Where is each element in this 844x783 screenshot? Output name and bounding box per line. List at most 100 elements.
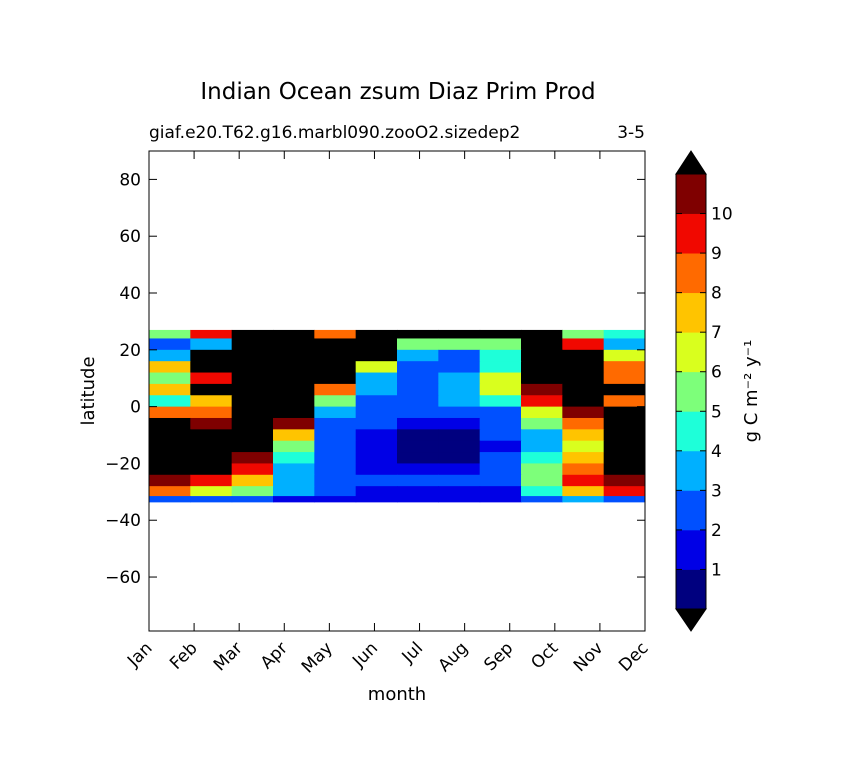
heatmap-cell bbox=[397, 406, 439, 419]
heatmap-cell bbox=[273, 496, 315, 503]
heatmap-cell bbox=[149, 349, 191, 362]
heatmap-cell bbox=[355, 349, 398, 362]
heatmap-cell bbox=[521, 361, 563, 374]
heatmap-cell bbox=[521, 474, 563, 487]
y-axis-label: latitude bbox=[78, 356, 99, 425]
heatmap-cell bbox=[355, 361, 398, 374]
heatmap-cell bbox=[438, 372, 481, 385]
heatmap-cell bbox=[355, 486, 398, 497]
heatmap-cell bbox=[562, 383, 605, 396]
heatmap-cell bbox=[149, 452, 191, 465]
colorbar-segment bbox=[676, 490, 706, 531]
heatmap-cell bbox=[562, 440, 605, 453]
y-tick-label: 80 bbox=[119, 170, 141, 190]
heatmap-cell bbox=[355, 417, 398, 430]
x-axis-label: month bbox=[368, 684, 426, 705]
heatmap-cell bbox=[603, 452, 645, 465]
heatmap-cell bbox=[355, 329, 398, 340]
heatmap-cell bbox=[603, 496, 645, 503]
heatmap-cell bbox=[397, 395, 439, 408]
heatmap-cell bbox=[231, 361, 274, 374]
heatmap-cell bbox=[521, 496, 563, 503]
heatmap-cell bbox=[149, 429, 191, 442]
heatmap-cell bbox=[355, 452, 398, 465]
heatmap-cell bbox=[603, 383, 645, 396]
colorbar-segment bbox=[676, 253, 706, 294]
heatmap-cell bbox=[562, 406, 605, 419]
heatmap-cell bbox=[273, 440, 315, 453]
colorbar-label: g C m⁻² y⁻¹ bbox=[741, 340, 762, 443]
heatmap-cells bbox=[149, 329, 645, 503]
heatmap-cell bbox=[273, 463, 315, 476]
x-tick-label: Feb bbox=[166, 638, 201, 673]
heatmap-cell bbox=[355, 463, 398, 476]
heatmap-cell bbox=[231, 338, 274, 351]
heatmap-cell bbox=[314, 486, 357, 497]
heatmap-cell bbox=[190, 486, 233, 497]
heatmap-cell bbox=[231, 474, 274, 487]
heatmap-cell bbox=[603, 349, 645, 362]
heatmap-cell bbox=[479, 417, 522, 430]
heatmap-cell bbox=[355, 406, 398, 419]
heatmap-cell bbox=[397, 486, 439, 497]
heatmap-cell bbox=[562, 486, 605, 497]
heatmap-cell bbox=[479, 496, 522, 503]
heatmap-cell bbox=[397, 349, 439, 362]
heatmap-cell bbox=[397, 463, 439, 476]
heatmap-cell bbox=[438, 406, 481, 419]
heatmap-cell bbox=[314, 361, 357, 374]
heatmap-cell bbox=[479, 372, 522, 385]
heatmap-cell bbox=[190, 463, 233, 476]
heatmap-cell bbox=[190, 406, 233, 419]
x-tick-label: Dec bbox=[615, 638, 652, 675]
heatmap-cell bbox=[231, 429, 274, 442]
heatmap-cell bbox=[273, 383, 315, 396]
heatmap-cell bbox=[273, 329, 315, 340]
colorbar-tick-label: 10 bbox=[711, 205, 733, 225]
heatmap-cell bbox=[479, 486, 522, 497]
heatmap-cell bbox=[438, 395, 481, 408]
heatmap-cell bbox=[479, 452, 522, 465]
heatmap-cell bbox=[231, 349, 274, 362]
heatmap-cell bbox=[438, 496, 481, 503]
heatmap-cell bbox=[603, 372, 645, 385]
x-tick-label: Aug bbox=[435, 638, 473, 676]
colorbar: 1 2 3 4 5 6 7 8 9 10 bbox=[675, 150, 733, 632]
heatmap-cell bbox=[438, 338, 481, 351]
heatmap-cell bbox=[149, 486, 191, 497]
heatmap-cell bbox=[273, 372, 315, 385]
heatmap-cell bbox=[562, 417, 605, 430]
heatmap-cell bbox=[149, 329, 191, 340]
heatmap-cell bbox=[149, 417, 191, 430]
heatmap-cell bbox=[231, 383, 274, 396]
x-tick-label: Jul bbox=[398, 638, 427, 667]
colorbar-segment bbox=[676, 292, 706, 333]
heatmap-cell bbox=[190, 440, 233, 453]
heatmap-cell bbox=[562, 395, 605, 408]
heatmap-cell bbox=[314, 429, 357, 442]
heatmap-cell bbox=[149, 372, 191, 385]
heatmap-cell bbox=[479, 440, 522, 453]
heatmap-cell bbox=[397, 329, 439, 340]
heatmap-cell bbox=[149, 474, 191, 487]
heatmap-cell bbox=[273, 452, 315, 465]
heatmap-cell bbox=[314, 463, 357, 476]
heatmap-cell bbox=[521, 338, 563, 351]
chart-title: Indian Ocean zsum Diaz Prim Prod bbox=[200, 79, 595, 105]
heatmap-cell bbox=[397, 474, 439, 487]
heatmap-cell bbox=[521, 395, 563, 408]
y-tick-label: −20 bbox=[105, 454, 141, 474]
heatmap-cell bbox=[562, 349, 605, 362]
heatmap-cell bbox=[190, 338, 233, 351]
heatmap-cell bbox=[603, 463, 645, 476]
heatmap-cell bbox=[231, 452, 274, 465]
x-tick-label: Sep bbox=[480, 638, 517, 675]
heatmap-cell bbox=[190, 372, 233, 385]
colorbar-segment bbox=[676, 529, 706, 570]
heatmap-cell bbox=[397, 496, 439, 503]
heatmap-cell bbox=[562, 361, 605, 374]
heatmap-cell bbox=[231, 417, 274, 430]
heatmap-cell bbox=[231, 406, 274, 419]
heatmap-cell bbox=[479, 474, 522, 487]
